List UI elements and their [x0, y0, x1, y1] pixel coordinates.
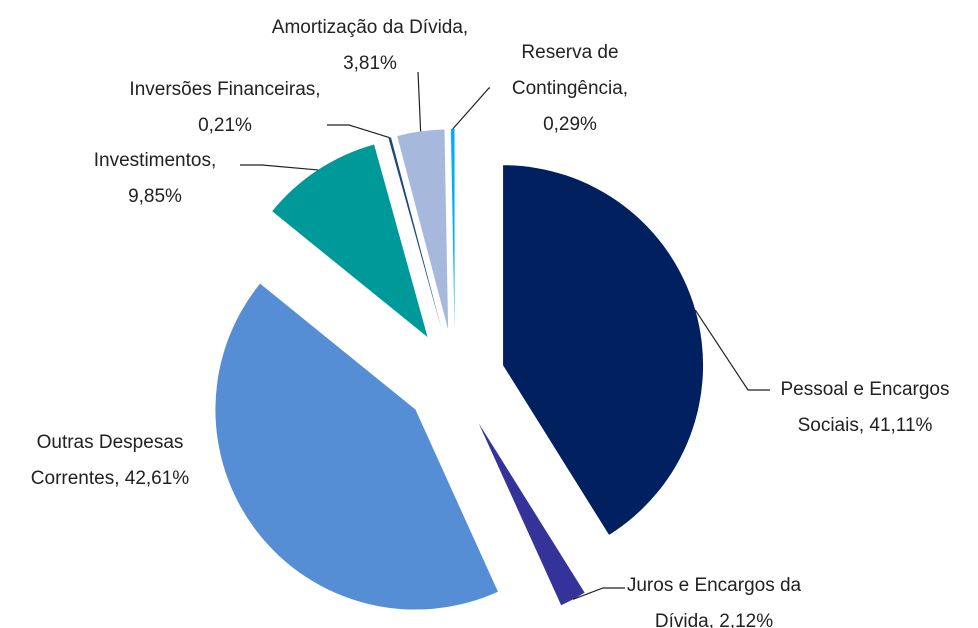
- pie-slice: [397, 129, 449, 330]
- slice-label: Reserva de Contingência, 0,29%: [511, 42, 629, 135]
- leader-line: [327, 124, 390, 139]
- slice-label: Juros e Encargos da Dívida, 2,12%: [626, 575, 802, 628]
- pie-slice: [478, 423, 585, 606]
- slice-label: Investimentos, 9,85%: [93, 150, 217, 207]
- leader-line: [572, 587, 625, 600]
- slice-label: Outras Despesas Correntes, 42,61%: [30, 432, 190, 489]
- pie-slice: [503, 165, 704, 535]
- pie-slice: [388, 137, 442, 331]
- leader-line: [240, 164, 318, 171]
- slice-label: Pessoal e Encargos Sociais, 41,11%: [780, 379, 950, 436]
- pie-slice: [215, 283, 498, 610]
- pie-slice: [272, 144, 428, 338]
- leader-line: [452, 87, 490, 130]
- slice-label: Inversões Financeiras, 0,21%: [129, 79, 321, 136]
- leader-line: [417, 71, 422, 132]
- leader-line: [694, 309, 770, 391]
- pie-slice: [450, 129, 455, 330]
- slice-label: Amortização da Dívida, 3,81%: [271, 17, 469, 74]
